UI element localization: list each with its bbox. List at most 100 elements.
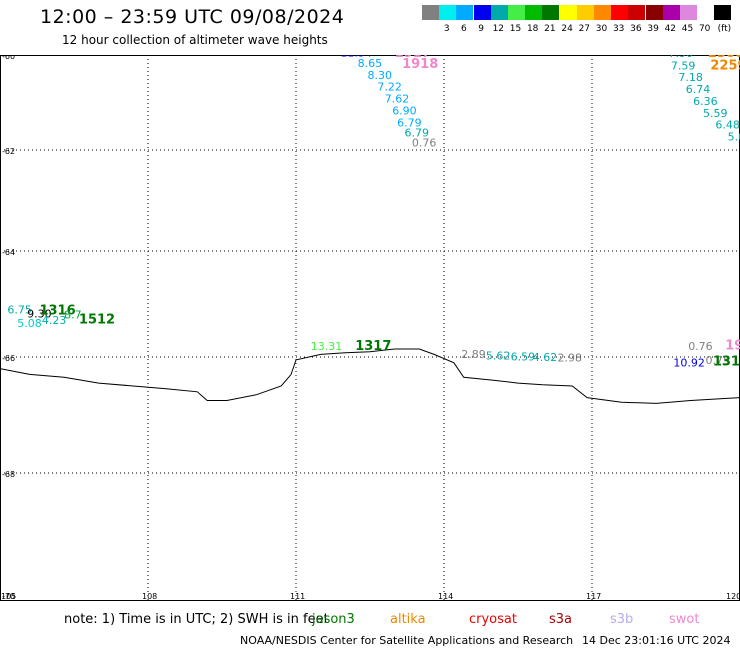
wave-observation-label: 0.76: [688, 340, 713, 353]
scale-swatch: [525, 5, 543, 20]
scale-swatch: [611, 5, 629, 20]
satellite-s3a: s3a: [549, 612, 573, 627]
scale-label: 27: [578, 24, 591, 34]
scale-swatch: [645, 5, 663, 20]
lon-label: 114: [438, 592, 453, 601]
wave-observation-label: 1917: [395, 55, 431, 61]
wave-observation-label: 8.65: [358, 57, 383, 70]
wave-observation-label: 7.59: [671, 59, 696, 72]
wave-observation-label: 9.30: [27, 307, 51, 320]
scale-swatch: [508, 5, 525, 20]
wave-observation-label: 6.79: [405, 127, 430, 140]
scale-swatch: [422, 5, 439, 20]
wave-observation-label: 5.59: [703, 107, 728, 120]
timestamp-text: 14 Dec 23:01:16 UTC 2024: [582, 634, 731, 647]
page-subtitle: 12 hour collection of altimeter wave hei…: [62, 33, 328, 47]
wave-observation-label: 5.08: [17, 317, 42, 330]
wave-observation-label: 10.92: [673, 356, 705, 369]
scale-swatch: [559, 5, 577, 20]
lat-label: -62: [2, 147, 15, 156]
lat-label: -60: [2, 55, 15, 61]
wave-observation-label: 1317: [355, 339, 391, 354]
wave-observation-label: 1316: [39, 304, 75, 319]
wave-observation-label: 2.98: [557, 352, 582, 365]
wave-observation-label: 7.62: [385, 93, 410, 106]
satellite-jason3: jason3: [312, 612, 355, 627]
wave-observation-label: 5.62: [486, 349, 511, 362]
lat-label: -70: [2, 592, 15, 601]
wave-observation-label: 6.59: [511, 350, 535, 363]
scale-swatch: [662, 5, 680, 20]
scale-label: 18: [526, 24, 539, 34]
map-frame: [0, 55, 740, 601]
scale-label: 30: [595, 24, 608, 34]
lon-label: 120: [726, 592, 740, 601]
lat-label: -64: [2, 248, 15, 257]
lon-label: 117: [586, 592, 601, 601]
lon-label: 111: [290, 592, 305, 601]
scale-swatch: [490, 5, 508, 20]
wave-observation-label: 6.48: [715, 119, 740, 132]
wave-observation-label: 6.74: [686, 83, 711, 96]
wave-observation-label: 191: [725, 339, 740, 354]
wave-observation-label: 4.62: [533, 351, 558, 364]
satellite-cryosat: cryosat: [469, 612, 517, 627]
satellite-swot: swot: [669, 612, 700, 627]
wave-observation-label: 1318: [713, 355, 740, 370]
scale-label: 21: [544, 24, 556, 34]
wave-observation-label: 0.76: [412, 137, 437, 150]
coastline: [0, 348, 740, 404]
scale-swatch: [594, 5, 611, 20]
wave-observation-label: 1512: [79, 313, 115, 328]
scale-swatch: [628, 5, 646, 20]
wave-observation-label: 2.89: [461, 348, 486, 361]
scale-label: 45: [681, 24, 694, 34]
scale-label: 24: [561, 24, 573, 34]
wave-observation-label: 11.34: [340, 55, 372, 59]
page-title: 12:00 – 23:59 UTC 09/08/2024: [40, 6, 345, 28]
scale-label: 36: [630, 24, 642, 34]
wave-observation-label: 4.23: [42, 314, 67, 327]
wave-observation-label: 5.0: [728, 131, 740, 144]
scale-swatch: [714, 5, 732, 20]
scale-label: 6: [461, 24, 467, 34]
credit-text: NOAA/NESDIS Center for Satellite Applica…: [240, 634, 574, 647]
wave-observation-label: 6.79: [397, 116, 422, 129]
scale-swatch: [542, 5, 560, 20]
scale-label: 3: [443, 24, 450, 34]
scale-swatch: [473, 5, 491, 20]
lon-label: 108: [142, 592, 157, 601]
wave-observation-label: 8.7: [64, 308, 82, 321]
scale-label: 42: [664, 24, 677, 34]
scale-label: 70: [698, 24, 711, 34]
scale-label: 9: [478, 24, 484, 34]
wave-observation-label: 6.36: [693, 95, 718, 108]
scale-label: 39: [647, 24, 659, 34]
satellite-altika: altika: [390, 612, 426, 627]
wave-observation-label: 2259: [710, 58, 740, 73]
scale-swatch: [576, 5, 594, 20]
scale-label: 15: [509, 24, 522, 34]
scale-label: 33: [612, 24, 625, 34]
wave-observation-label: 7.90: [668, 55, 693, 60]
wave-observation-label: 6.90: [392, 104, 417, 117]
lat-label: -68: [2, 470, 15, 479]
note-text: note: 1) Time is in UTC; 2) SWH is in fe…: [64, 612, 329, 627]
wave-observation-label: 0.75: [705, 354, 730, 367]
scale-swatch: [456, 5, 474, 20]
scale-swatch: [439, 5, 457, 20]
scale-unit: (ft): [717, 24, 732, 34]
lat-label: -66: [2, 354, 15, 363]
scale-swatch: [680, 5, 697, 20]
wave-observation-label: 7.18: [678, 71, 703, 84]
satellite-s3b: s3b: [610, 612, 634, 627]
wave-observation-label: 13.31: [311, 340, 343, 353]
wave-observation-label: 2300: [708, 55, 740, 61]
scale-swatch: [697, 5, 715, 20]
scale-label: 12: [492, 24, 505, 34]
wave-observation-label: 1918: [402, 57, 438, 72]
wave-observation-label: 6.75: [7, 304, 32, 317]
wave-observation-label: 8.30: [368, 69, 393, 82]
lon-label: 105: [1, 592, 16, 601]
